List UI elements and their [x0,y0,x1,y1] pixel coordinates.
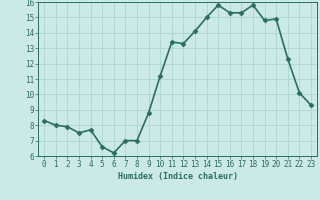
X-axis label: Humidex (Indice chaleur): Humidex (Indice chaleur) [118,172,238,181]
